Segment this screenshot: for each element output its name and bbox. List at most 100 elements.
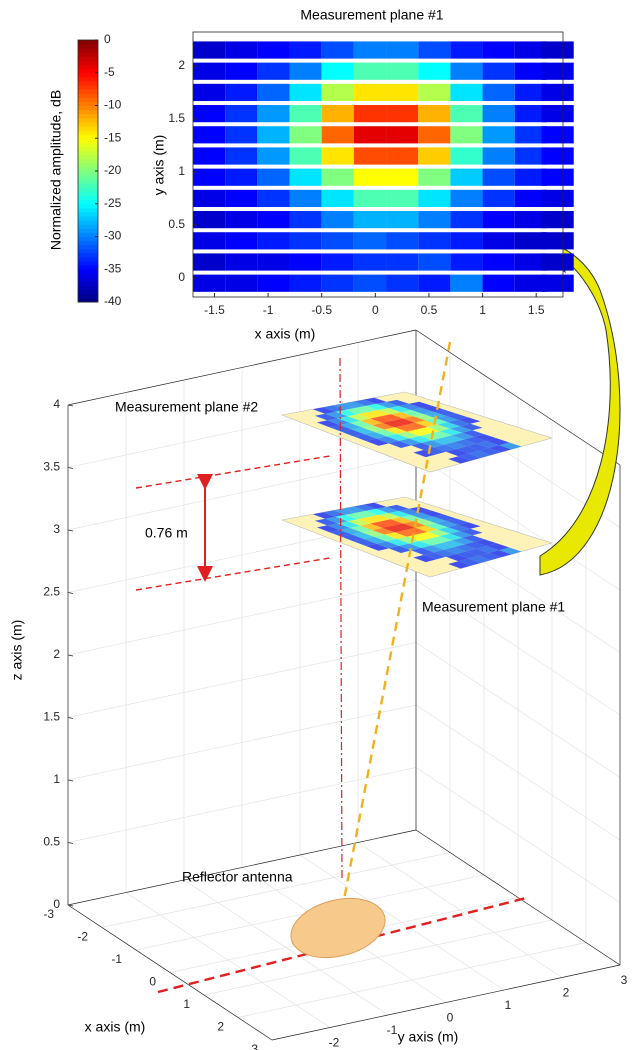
heat-cell	[257, 63, 289, 80]
z-tick	[68, 468, 73, 469]
heat-cell	[225, 147, 257, 164]
heat-cell	[483, 41, 515, 58]
heat-cell	[257, 147, 289, 164]
y-tick-label: 2	[563, 986, 570, 1000]
heat-cell	[450, 253, 482, 270]
heat-cell	[542, 105, 574, 122]
colorbar-swatch	[78, 220, 98, 225]
heat-cell	[386, 275, 418, 292]
colorbar-tick-label: -10	[104, 98, 122, 112]
colorbar-tick-label: -20	[104, 163, 122, 177]
colorbar-swatch	[78, 290, 98, 295]
heat-cell	[193, 169, 225, 186]
heat-cell	[257, 190, 289, 207]
heat-cell	[542, 169, 574, 186]
colorbar-tick-label: -25	[104, 196, 122, 210]
colorbar-swatch	[78, 52, 98, 57]
heat-cell	[386, 169, 418, 186]
heat-cell	[225, 275, 257, 292]
z-tick-label: 1	[53, 772, 60, 786]
heat-cell	[542, 275, 574, 292]
colorbar-swatch	[78, 196, 98, 201]
colorbar-tick-label: -35	[104, 261, 122, 275]
heat-cell	[386, 190, 418, 207]
z-tick	[68, 780, 73, 781]
x-axis-label: x axis (m)	[85, 1019, 146, 1035]
z-tick-label: 0.5	[43, 835, 60, 849]
heat-cell	[322, 232, 354, 249]
heat-cell	[322, 253, 354, 270]
colorbar-swatch	[78, 60, 98, 65]
colorbar-swatch	[78, 44, 98, 49]
heat-cell	[542, 41, 574, 58]
x-tick-label: 1	[479, 303, 486, 317]
heat-cell	[450, 63, 482, 80]
heat-cell	[450, 275, 482, 292]
heat-cell	[418, 232, 450, 249]
y-tick-label: -1	[387, 1023, 398, 1037]
heat-cell	[193, 105, 225, 122]
z-tick-label: 0	[53, 897, 60, 911]
colorbar-label: Normalized amplitude, dB	[48, 90, 64, 250]
heat-cell	[193, 41, 225, 58]
heat-cell	[322, 41, 354, 58]
colorbar-swatch	[78, 56, 98, 61]
x-tick-label: 0.5	[421, 303, 438, 317]
figure: 00.511.522.533.54-3-2-10123-3-2-10123 Me…	[0, 0, 636, 1050]
heat-cell	[542, 84, 574, 101]
heat-cell	[542, 211, 574, 228]
heat-cell	[450, 190, 482, 207]
heat-cell	[418, 190, 450, 207]
colorbar-swatch	[78, 237, 98, 242]
heat-cell	[418, 126, 450, 143]
heat-cell	[193, 84, 225, 101]
heat-cell	[483, 84, 515, 101]
level-line	[136, 558, 330, 590]
colorbar-swatch	[78, 48, 98, 53]
heat-cell	[322, 211, 354, 228]
heat-cell	[483, 275, 515, 292]
heat-cell	[483, 169, 515, 186]
heat-cell	[322, 190, 354, 207]
x-tick-label: -3	[43, 907, 54, 921]
heat-cell	[322, 84, 354, 101]
colorbar-swatch	[78, 175, 98, 180]
annotation: Measurement plane #2	[115, 399, 258, 415]
heat-cell	[450, 105, 482, 122]
grid-line	[126, 893, 330, 1028]
heat-cell	[386, 253, 418, 270]
heat-cell	[257, 126, 289, 143]
heat-cell	[542, 232, 574, 249]
z-tick	[68, 718, 73, 719]
heat-cell	[542, 147, 574, 164]
heat-cell	[225, 126, 257, 143]
heat-cell	[225, 211, 257, 228]
colorbar-swatch	[78, 97, 98, 102]
heat-cell	[542, 253, 574, 270]
heat-cell	[386, 147, 418, 164]
level-line	[136, 456, 330, 488]
heat-cell	[418, 105, 450, 122]
colorbar-swatch	[78, 216, 98, 221]
x-tick-label: 3	[251, 1042, 258, 1050]
z-tick-label: 2	[53, 647, 60, 661]
heat-cell	[290, 275, 322, 292]
heat-cell	[450, 232, 482, 249]
x-tick-label: -0.5	[311, 303, 332, 317]
colorbar-swatch	[78, 204, 98, 209]
y-axis-label: y axis (m)	[151, 135, 167, 196]
colorbar-swatch	[78, 294, 98, 299]
heat-cell	[322, 147, 354, 164]
chart-title: Measurement plane #1	[300, 7, 443, 23]
scene-decor: Measurement plane #2 Measurement plane #…	[9, 232, 620, 1045]
colorbar-swatch	[78, 65, 98, 70]
heat-cell	[354, 253, 386, 270]
heat-cell	[193, 211, 225, 228]
heat-cell	[290, 253, 322, 270]
heat-cell	[322, 105, 354, 122]
heat-cell	[450, 126, 482, 143]
colorbar-swatch	[78, 81, 98, 86]
heat-cell	[290, 126, 322, 143]
colorbar-swatch	[78, 159, 98, 164]
heat-cell	[386, 232, 418, 249]
